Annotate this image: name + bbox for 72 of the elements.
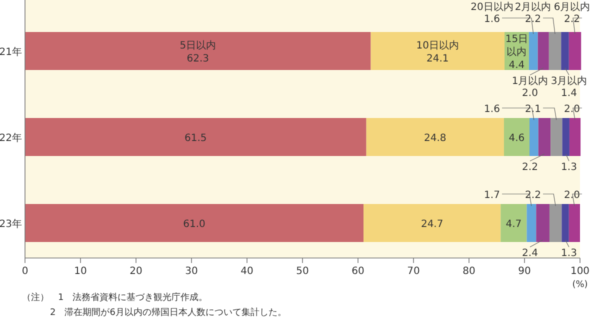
data-label: 1.6: [484, 104, 500, 115]
y-tick-label: 22年: [0, 132, 22, 144]
bar: [561, 32, 569, 70]
data-label: 24.7: [420, 219, 444, 230]
data-label: 2.2: [522, 162, 538, 173]
series-label: 2月以内: [514, 1, 552, 13]
bar: [364, 204, 501, 242]
x-tick-label: 80: [462, 266, 476, 277]
x-tick-label: 100: [570, 266, 590, 277]
text: 2 滞在期間が6月以内の帰国日本人数について集計した。: [50, 307, 286, 318]
x-tick-label: 50: [296, 266, 309, 277]
data-label: 1.4: [561, 88, 577, 99]
data-label: 2.4: [522, 248, 538, 259]
x-tick-label: 0: [22, 266, 28, 277]
bar: [548, 32, 562, 70]
bar: [25, 204, 364, 242]
bar: [538, 118, 551, 156]
data-label: 1.7: [484, 190, 500, 201]
bar: [529, 118, 538, 156]
bar: [538, 32, 549, 70]
bar: [536, 204, 550, 242]
y-tick-label: 21年: [0, 46, 22, 58]
bar: [568, 204, 580, 242]
x-axis-title: (%): [572, 280, 588, 290]
data-label: 4.7: [506, 219, 522, 230]
series-label: 10日以内: [416, 40, 460, 52]
data-label: 4.4: [508, 60, 525, 71]
x-tick-label: 30: [185, 266, 198, 277]
x-tick-label: 60: [352, 266, 364, 277]
bar: [528, 32, 538, 70]
data-label: 61.0: [183, 219, 206, 230]
bar: [370, 32, 505, 70]
bar: [549, 204, 562, 242]
bar: [25, 32, 371, 70]
x-tick-label: 40: [240, 266, 254, 277]
x-tick-label: 10: [74, 266, 87, 277]
bar: [550, 118, 562, 156]
data-label: 4.6: [508, 133, 525, 144]
series-label: 3月以内: [550, 75, 588, 87]
bar: [25, 118, 366, 156]
data-label: 2.0: [564, 190, 580, 201]
bar: [569, 118, 581, 156]
bar: [500, 204, 527, 242]
y-tick-label: 23年: [0, 218, 22, 230]
bar: [562, 118, 570, 156]
x-tick-label: 20: [130, 266, 142, 277]
x-tick-label: 90: [518, 266, 531, 277]
series-label: 15日以内: [505, 34, 528, 58]
data-label: 2.1: [525, 104, 541, 115]
data-label: 2.2: [564, 14, 580, 25]
data-label: 2.2: [525, 190, 541, 201]
data-label: 24.1: [426, 54, 449, 64]
data-label: 1.3: [561, 162, 577, 173]
data-label: 2.0: [522, 88, 538, 99]
data-label: 1.3: [561, 248, 577, 259]
data-label: 24.8: [424, 133, 446, 144]
bar: [366, 118, 504, 156]
data-label: 62.3: [186, 54, 210, 64]
text: 6月以内: [554, 1, 590, 13]
text: （注） 1 法務省資料に基づき観光庁作成。: [22, 292, 208, 303]
x-tick-label: 70: [407, 266, 420, 277]
series-label: 1月以内: [512, 75, 548, 87]
series-label: 5日以内: [180, 40, 216, 52]
bar: [526, 204, 536, 242]
data-label: 61.5: [184, 133, 207, 144]
data-label: 2.0: [564, 104, 580, 115]
data-label: 2.2: [525, 14, 541, 25]
bar: [562, 204, 569, 242]
data-label: 1.6: [484, 14, 500, 25]
bar: [568, 32, 582, 70]
text: 20日以内: [470, 1, 514, 13]
bar: [504, 118, 530, 156]
